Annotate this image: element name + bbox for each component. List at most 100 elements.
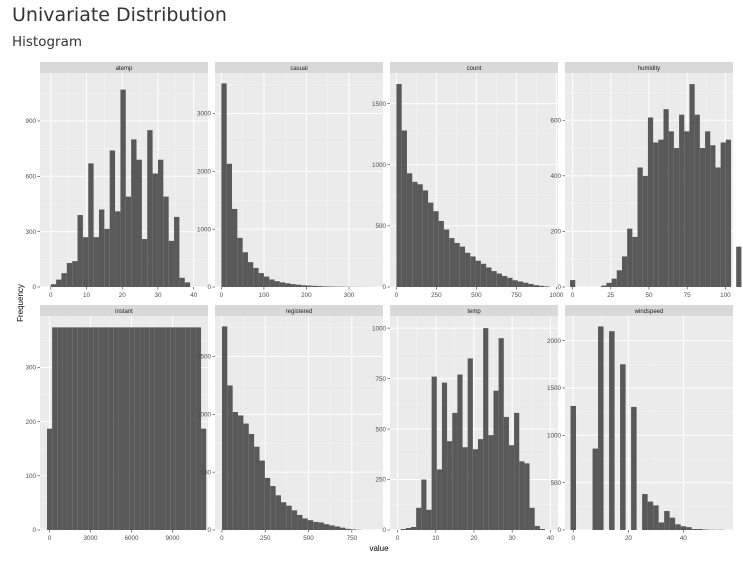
histogram-bar (528, 283, 534, 287)
histogram-bar (653, 505, 659, 530)
y-tick-label: 0 (382, 284, 386, 291)
histogram-bar (539, 528, 546, 530)
histogram-bar (436, 469, 442, 530)
y-tick-label: 1500 (547, 385, 562, 392)
histogram-bar (307, 520, 314, 530)
histogram-bar (264, 477, 271, 530)
histogram-bar (689, 84, 695, 287)
histogram-bar (483, 328, 489, 530)
histogram-bar (77, 215, 83, 287)
histogram-bar (621, 256, 628, 287)
y-tick-label: 900 (25, 118, 36, 125)
x-tick-label: 0 (395, 292, 399, 299)
x-tick-label: 40 (190, 292, 198, 299)
y-tick-label: 2000 (197, 169, 212, 176)
histogram-bar (165, 327, 171, 530)
histogram-bar (175, 327, 181, 530)
histogram-bar (606, 282, 612, 287)
histogram-bar (129, 327, 135, 530)
histogram-bar (125, 196, 132, 287)
histogram-bar (147, 130, 153, 287)
y-tick-label: 1000 (197, 226, 212, 233)
histogram-bar (77, 327, 83, 530)
histogram-bar (658, 522, 665, 530)
x-tick-label: 20 (119, 292, 127, 299)
histogram-bar (270, 486, 276, 530)
y-tick-label: 100 (25, 473, 36, 480)
x-tick-label: 100 (720, 292, 731, 299)
facet-strip-label: humidity (638, 66, 660, 72)
histogram-bar (180, 327, 186, 530)
histogram-bar (170, 327, 176, 530)
histogram-bar (675, 524, 681, 530)
histogram-bar (720, 142, 726, 287)
x-tick-label: 6000 (125, 535, 140, 542)
histogram-bar (416, 507, 422, 530)
histogram-bar (237, 237, 243, 287)
y-tick-label: 500 (200, 469, 211, 476)
y-tick-label: 250 (375, 477, 386, 484)
histogram-bar (163, 196, 169, 287)
histogram-bar (422, 190, 429, 287)
histogram-bar (286, 505, 292, 530)
histogram-bar (523, 282, 529, 287)
histogram-bar (632, 236, 638, 287)
facet-strip-label: casual (290, 66, 307, 72)
histogram-bar (98, 209, 105, 287)
x-tick-label: 10 (83, 292, 91, 299)
histogram-bar (154, 327, 160, 530)
histogram-bar (243, 423, 249, 530)
histogram-bar (50, 284, 57, 287)
facet-strip-label: windspeed (634, 309, 664, 315)
histogram-bar (529, 507, 535, 530)
panel-background (215, 73, 383, 287)
y-tick-label: 0 (382, 527, 386, 534)
y-tick-label: 1500 (197, 354, 212, 361)
histogram-bar (647, 117, 654, 287)
histogram-bar (157, 159, 164, 287)
histogram-bar (431, 376, 437, 530)
histogram-bar (441, 382, 448, 530)
y-tick-label: 0 (207, 527, 211, 534)
histogram-bar (258, 273, 264, 287)
facet-instant: instant 0 3000 6000 9000 0 100 200 300 (25, 305, 208, 542)
y-tick-label: 0 (32, 284, 36, 291)
histogram-bar (88, 163, 94, 287)
histogram-bar (658, 139, 664, 287)
histogram-bar (679, 114, 685, 287)
histogram-bar (642, 494, 648, 530)
histogram-bar (322, 286, 328, 287)
histogram-bar (311, 285, 318, 287)
y-tick-label: 200 (25, 419, 36, 426)
histogram-bar (291, 510, 298, 530)
histogram-bar (280, 502, 287, 530)
histogram-bar (447, 441, 453, 530)
histogram-bar (417, 184, 423, 287)
histogram-bar (302, 518, 308, 530)
x-tick-label: 30 (509, 535, 517, 542)
histogram-bar (454, 242, 460, 287)
histogram-bar (120, 89, 126, 287)
histogram-bar (457, 374, 463, 530)
y-tick-label: 3000 (197, 111, 212, 118)
histogram-bar (221, 83, 227, 287)
histogram-bar (465, 252, 471, 287)
histogram-bar (52, 327, 58, 530)
histogram-bar (601, 285, 607, 287)
y-tick-label: 1000 (197, 412, 212, 419)
histogram-bar (467, 358, 473, 530)
histogram-bar (470, 256, 476, 287)
histogram-bar (680, 526, 687, 530)
histogram-bar (152, 173, 158, 287)
histogram-bar (98, 327, 104, 530)
y-axis-title: Frequency (16, 284, 25, 322)
histogram-bar (459, 246, 466, 287)
histogram-bar (673, 148, 680, 287)
y-tick-label: 300 (25, 229, 36, 236)
x-tick-label: 500 (303, 535, 314, 542)
histogram-bar (254, 446, 260, 530)
